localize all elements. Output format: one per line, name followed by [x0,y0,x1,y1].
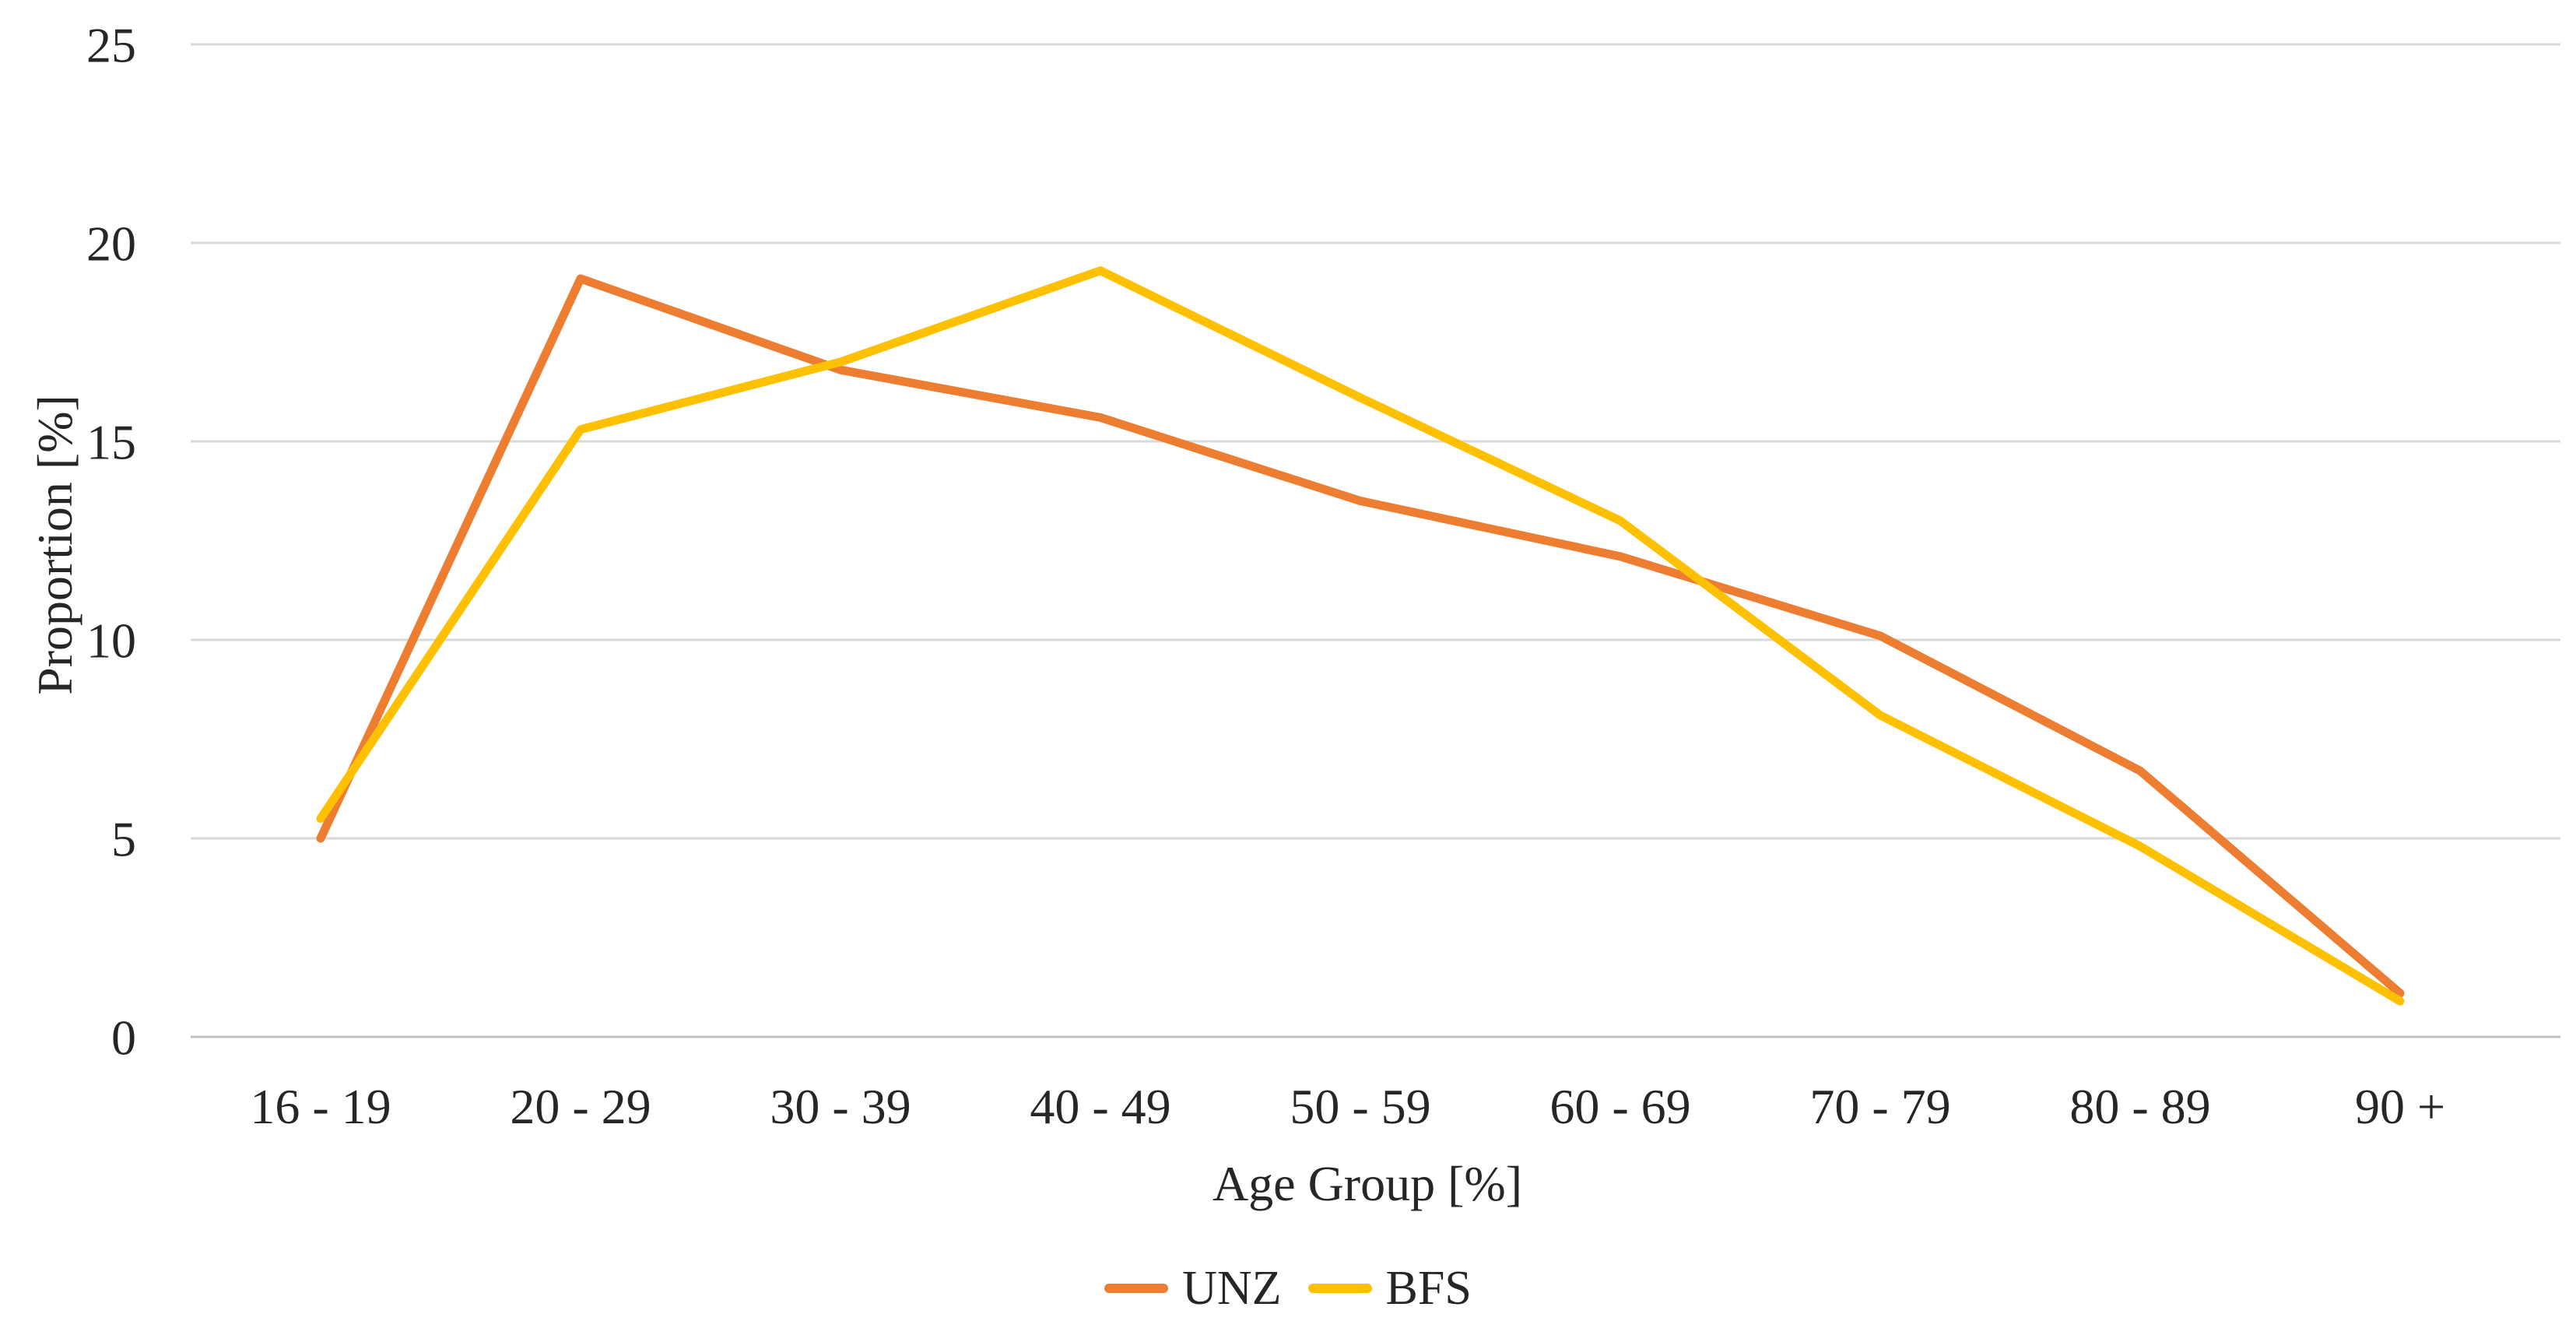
x-tick-label: 50 - 59 [1290,1079,1430,1134]
y-tick-label: 25 [86,17,136,72]
y-axis-tick-labels: 0 5 10 15 20 25 [86,17,136,1065]
legend-line-swatch-bfs [1307,1284,1372,1293]
x-tick-label: 30 - 39 [770,1079,911,1134]
y-tick-label: 10 [86,613,136,668]
legend-label-bfs: BFS [1385,1262,1472,1315]
x-tick-label: 90 + [2355,1079,2445,1134]
series-line-bfs [316,266,2405,1006]
x-tick-label: 16 - 19 [250,1079,391,1134]
x-axis-tick-labels: 16 - 19 20 - 29 30 - 39 40 - 49 50 - 59 60 - … [250,1079,2445,1134]
x-tick-label: 70 - 79 [1809,1079,1950,1134]
x-tick-label: 20 - 29 [510,1079,651,1134]
legend-entry-unz: UNZ [1104,1262,1282,1315]
legend-label-unz: UNZ [1182,1262,1282,1315]
series-lines [316,266,2405,1006]
gridlines [191,43,2560,1038]
x-tick-label: 80 - 89 [2069,1079,2210,1134]
y-tick-label: 0 [111,1010,136,1065]
y-axis-title: Proportion [%] [27,395,82,695]
x-tick-label: 40 - 49 [1030,1079,1170,1134]
x-tick-label: 60 - 69 [1549,1079,1690,1134]
y-tick-label: 20 [86,216,136,271]
legend: UNZ BFS [0,1264,2576,1312]
legend-line-swatch-unz [1104,1284,1169,1293]
series-line-unz [316,274,2405,998]
legend-entry-bfs: BFS [1307,1262,1472,1315]
y-tick-label: 5 [111,811,136,866]
y-tick-label: 15 [86,414,136,469]
x-axis-title: Age Group [%] [1213,1156,1522,1211]
